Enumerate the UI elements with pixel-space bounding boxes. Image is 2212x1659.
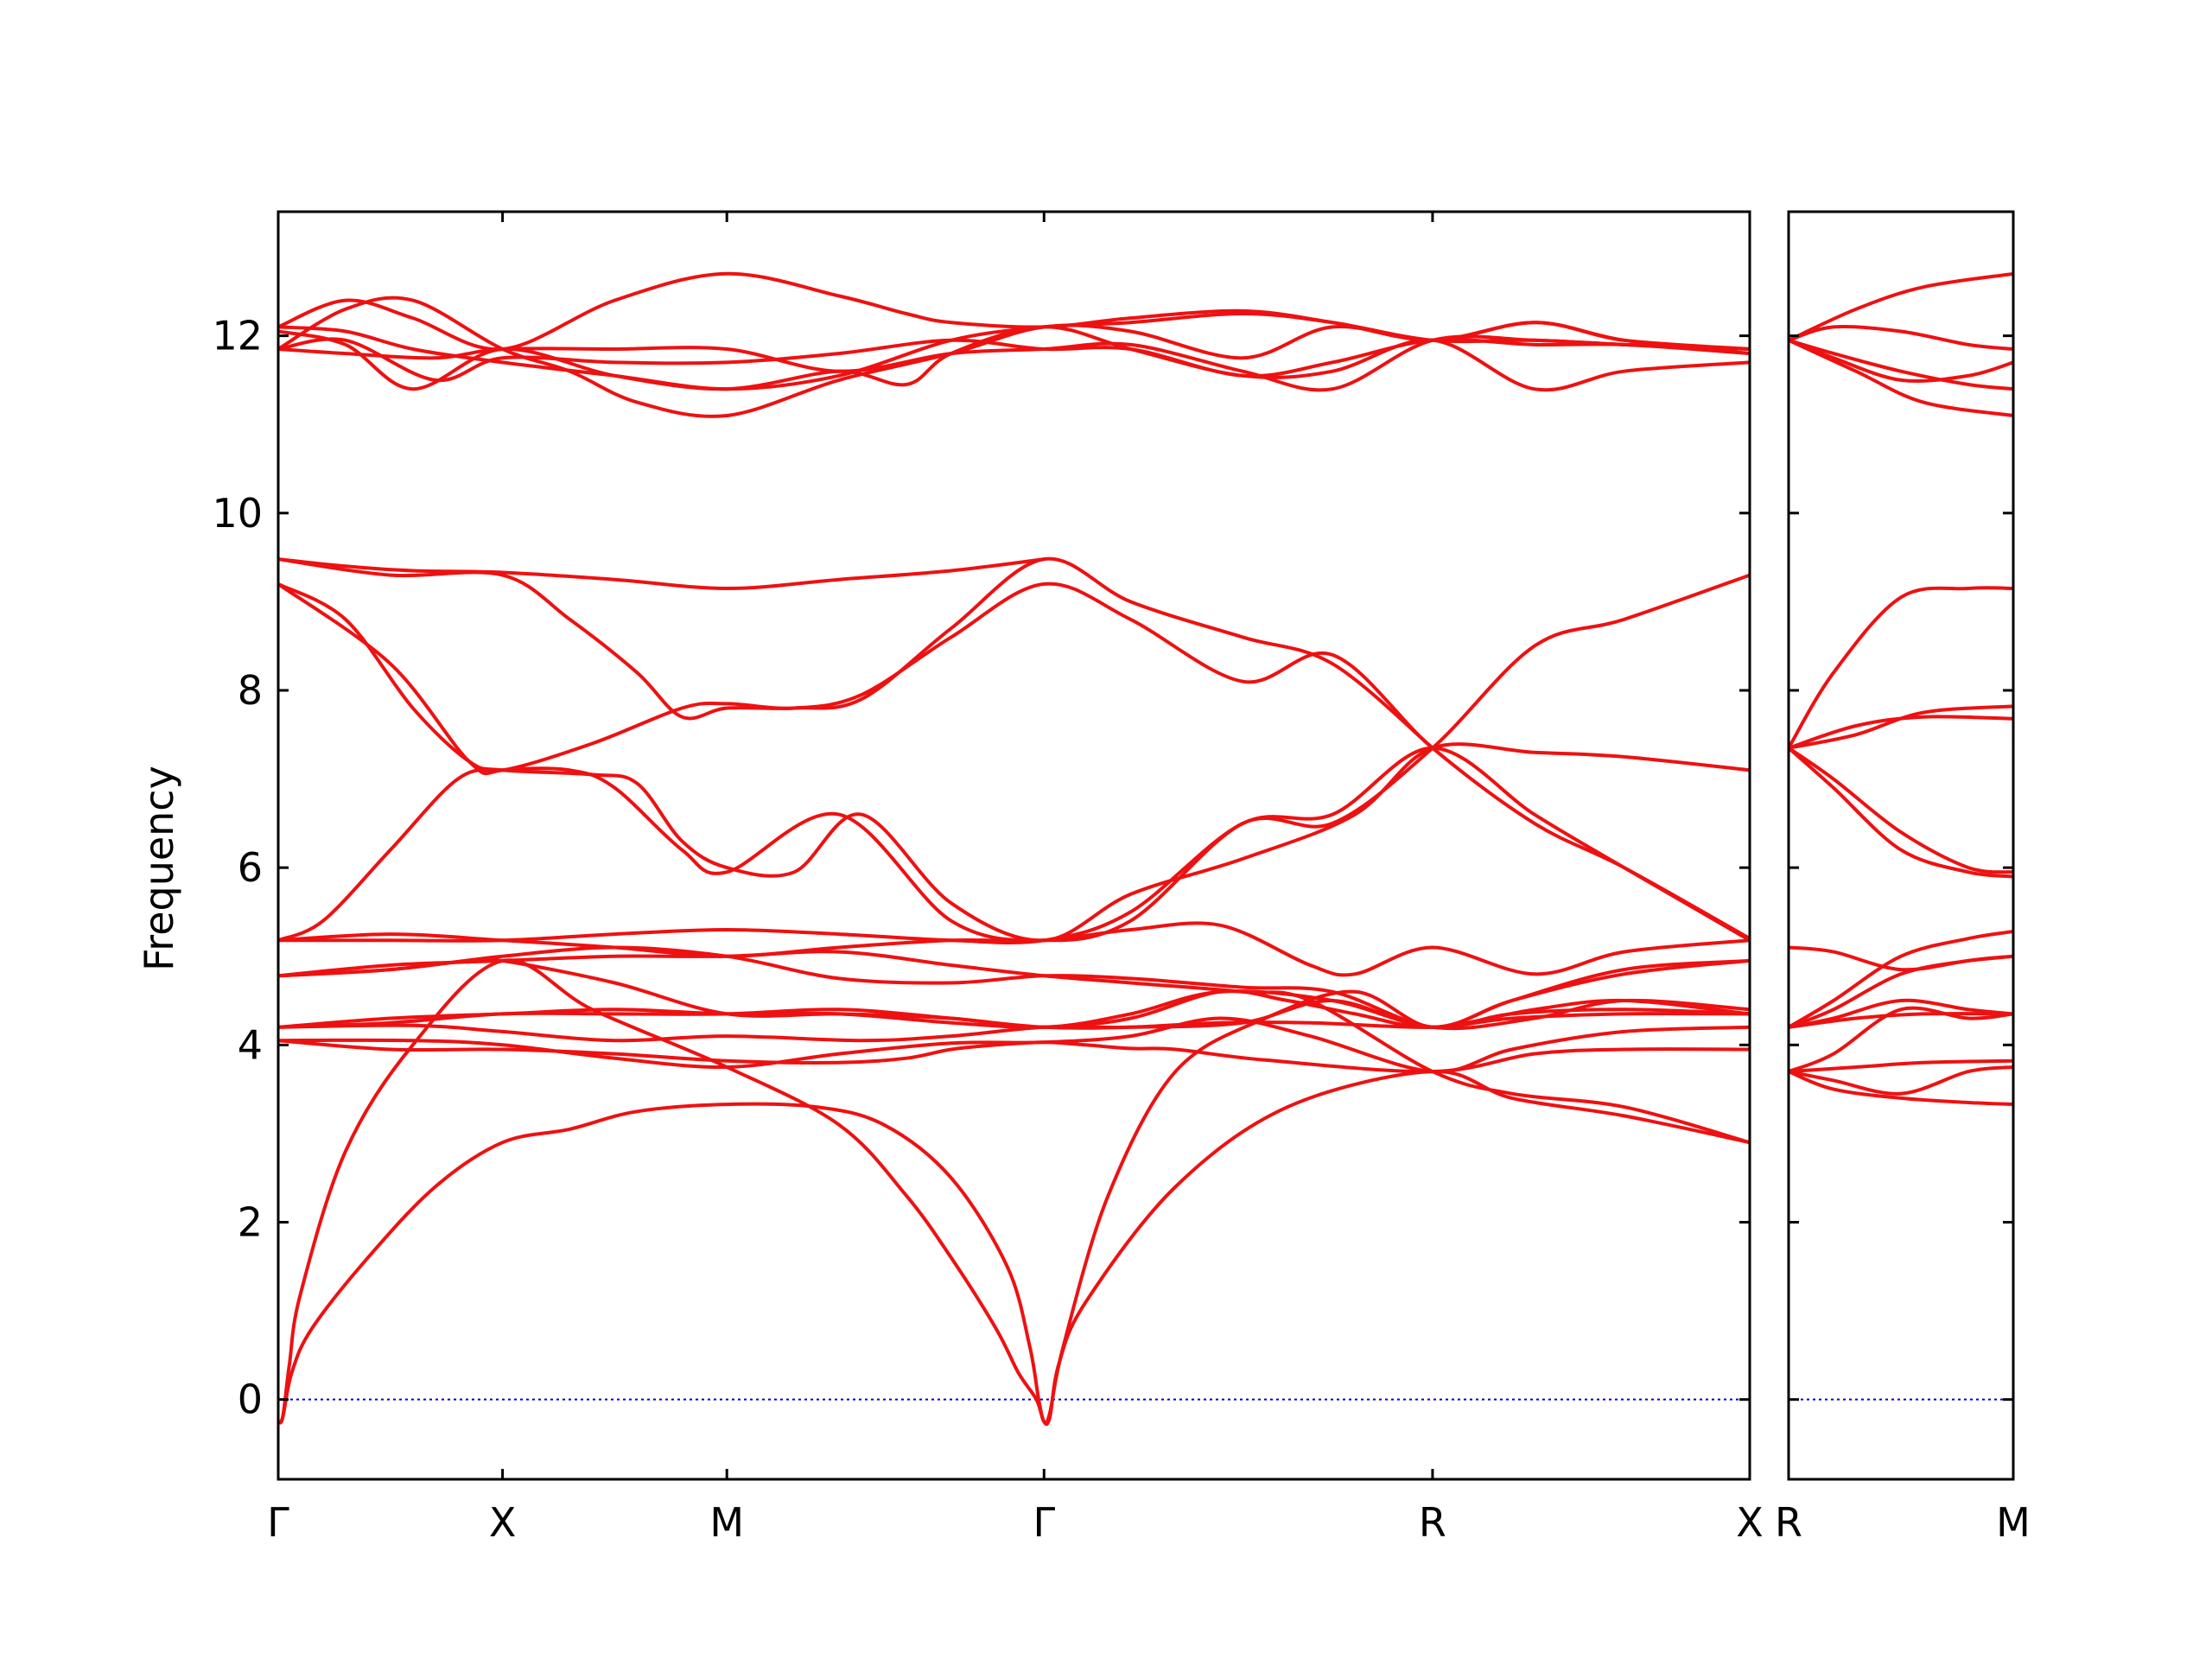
band-line-1-12: [1789, 715, 2013, 750]
y-tick-label: 0: [238, 1376, 263, 1423]
band-line-0-18: [278, 337, 1750, 383]
y-tick-label: 12: [212, 313, 263, 359]
band-line-1-18: [1789, 271, 2013, 342]
panel-side-bands: [1789, 271, 2013, 1401]
y-tick-label: 8: [238, 667, 263, 714]
x-tick-label: Γ: [1033, 1499, 1055, 1546]
band-line-1-16: [1789, 338, 2013, 391]
band-line-1-5: [1789, 998, 2013, 1029]
y-tick-label: 10: [212, 490, 263, 537]
band-line-0-3: [278, 1016, 1750, 1074]
band-line-1-13: [1789, 586, 2013, 750]
band-line-0-15: [278, 556, 1434, 750]
band-line-1-15: [1789, 338, 2013, 384]
y-axis-label: Frequency: [136, 766, 182, 971]
band-line-1-10: [1789, 746, 2013, 874]
band-line-0-14: [278, 582, 1750, 941]
band-line-0-21: [278, 312, 1750, 391]
band-line-1-8: [1789, 945, 2013, 972]
band-line-0-9: [278, 945, 1750, 1031]
band-line-1-7: [1789, 930, 2013, 1029]
x-tick-label: R: [1419, 1499, 1446, 1546]
panel-frame-0: [276, 210, 1751, 1481]
band-line-0-1: [278, 958, 1750, 1426]
band-line-0-10: [278, 921, 1750, 977]
band-line-0-12: [278, 573, 1750, 943]
y-tick-label: 6: [238, 844, 263, 891]
x-tick-label: X: [489, 1499, 517, 1546]
y-tick-label: 4: [238, 1021, 263, 1068]
band-line-0-13: [278, 582, 1750, 943]
band-line-1-2: [1789, 1058, 2013, 1074]
x-tick-label: R: [1775, 1499, 1802, 1546]
band-line-1-1: [1789, 1065, 2013, 1096]
x-tick-label: M: [709, 1499, 744, 1546]
y-tick-label: 2: [238, 1198, 263, 1245]
band-line-0-0: [278, 1070, 1750, 1427]
band-line-0-16: [278, 557, 1046, 590]
band-line-1-9: [1789, 746, 2013, 879]
panel-frame-1: [1787, 210, 2015, 1481]
band-line-1-17: [1789, 324, 2013, 351]
band-line-1-3: [1789, 1006, 2013, 1074]
x-tick-label: Γ: [267, 1499, 289, 1546]
band-line-1-0: [1789, 1070, 2013, 1107]
band-line-0-11: [278, 746, 1750, 944]
x-tick-label: M: [1996, 1499, 2031, 1546]
band-line-1-11: [1789, 704, 2013, 750]
panel-main-bands: [278, 271, 1750, 1427]
x-tick-label: X: [1736, 1499, 1764, 1546]
band-line-0-22: [278, 271, 1750, 352]
